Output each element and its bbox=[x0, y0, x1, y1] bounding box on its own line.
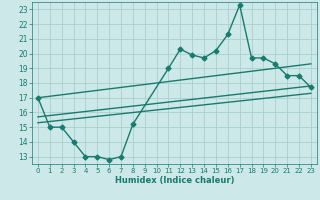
X-axis label: Humidex (Indice chaleur): Humidex (Indice chaleur) bbox=[115, 176, 234, 185]
